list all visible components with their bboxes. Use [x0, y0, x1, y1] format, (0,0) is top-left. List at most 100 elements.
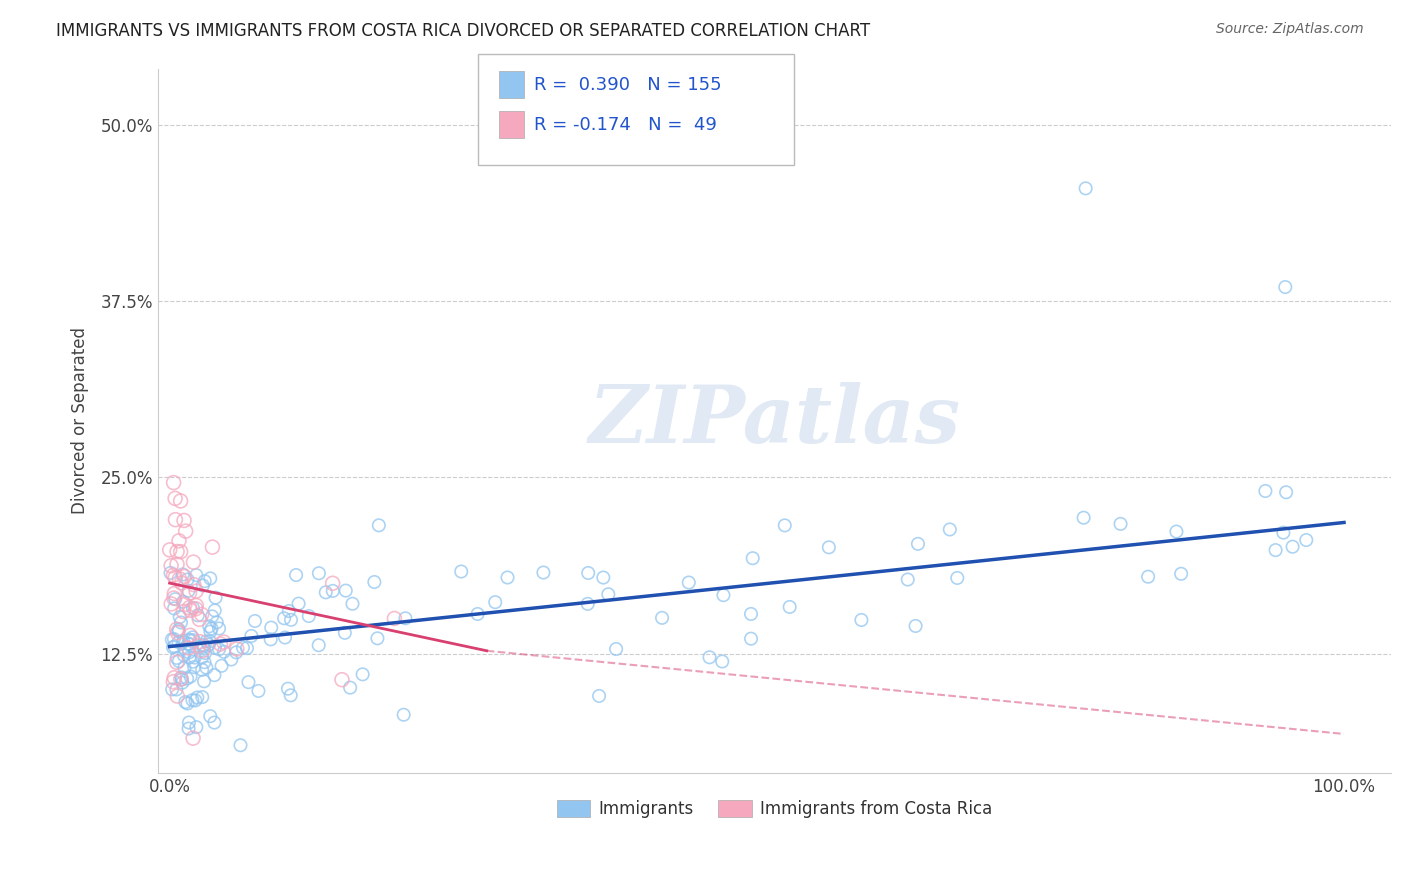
Point — [773, 518, 796, 533]
Point — [179, 633, 201, 648]
Point — [232, 640, 254, 655]
Point — [163, 586, 186, 600]
Point — [219, 652, 242, 666]
Point — [1274, 280, 1296, 294]
Point — [180, 669, 202, 683]
Point — [1074, 181, 1097, 195]
Point — [939, 523, 962, 537]
Point — [162, 674, 184, 689]
Point — [1166, 524, 1188, 539]
Point — [200, 622, 222, 636]
Text: R = -0.174   N =  49: R = -0.174 N = 49 — [534, 116, 717, 134]
Point — [176, 573, 198, 587]
Point — [160, 597, 183, 611]
Point — [170, 576, 193, 591]
Point — [1137, 570, 1160, 584]
Point — [179, 637, 201, 651]
Point — [1295, 533, 1317, 547]
Point — [181, 631, 204, 645]
Point — [177, 640, 200, 655]
Point — [163, 601, 186, 615]
Point — [184, 693, 207, 707]
Point — [173, 641, 195, 656]
Point — [173, 569, 195, 583]
Point — [186, 690, 208, 705]
Text: Source: ZipAtlas.com: Source: ZipAtlas.com — [1216, 22, 1364, 37]
Point — [162, 640, 184, 655]
Point — [165, 592, 187, 607]
Point — [172, 567, 194, 582]
Point — [209, 637, 232, 651]
Point — [191, 663, 214, 677]
Point — [238, 675, 260, 690]
Point — [352, 667, 374, 681]
Point — [204, 591, 226, 605]
Point — [179, 632, 201, 647]
Point — [363, 574, 385, 589]
Point — [193, 655, 215, 669]
Point — [179, 645, 201, 659]
Point — [273, 611, 295, 625]
Point — [260, 621, 283, 635]
Point — [174, 524, 197, 538]
Point — [170, 673, 193, 687]
Point — [198, 619, 221, 633]
Point — [366, 632, 388, 646]
Point — [166, 689, 188, 703]
Y-axis label: Divorced or Separated: Divorced or Separated — [72, 327, 89, 515]
Point — [198, 634, 221, 648]
Point — [576, 566, 599, 580]
Point — [195, 661, 218, 675]
Point — [177, 715, 200, 730]
Point — [202, 715, 225, 730]
Point — [904, 619, 927, 633]
Point — [179, 600, 201, 615]
Point — [165, 570, 187, 584]
Point — [277, 681, 299, 696]
Point — [243, 614, 266, 628]
Point — [285, 568, 308, 582]
Point — [167, 533, 190, 548]
Point — [187, 639, 209, 653]
Point — [779, 599, 801, 614]
Point — [308, 638, 330, 652]
Point — [946, 571, 969, 585]
Point — [186, 599, 208, 613]
Point — [169, 544, 191, 558]
Point — [173, 661, 195, 675]
Point — [287, 597, 309, 611]
Point — [1073, 510, 1095, 524]
Point — [1264, 543, 1286, 558]
Point — [384, 611, 406, 625]
Point — [170, 672, 193, 686]
Point — [163, 671, 186, 685]
Point — [166, 544, 188, 558]
Point — [484, 595, 506, 609]
Point — [183, 660, 205, 674]
Point — [339, 681, 361, 695]
Point — [173, 513, 195, 527]
Point — [907, 537, 929, 551]
Point — [163, 632, 186, 646]
Point — [322, 583, 344, 598]
Point — [198, 638, 221, 652]
Legend: Immigrants, Immigrants from Costa Rica: Immigrants, Immigrants from Costa Rica — [550, 794, 1000, 825]
Point — [330, 673, 353, 687]
Point — [204, 668, 226, 682]
Point — [236, 641, 259, 656]
Point — [598, 587, 620, 601]
Point — [174, 598, 197, 612]
Point — [229, 738, 252, 752]
Point — [162, 475, 184, 490]
Point — [260, 632, 283, 647]
Point — [277, 604, 299, 618]
Point — [183, 555, 205, 569]
Point — [205, 615, 228, 630]
Point — [179, 650, 201, 665]
Point — [163, 591, 186, 605]
Point — [200, 624, 222, 639]
Point — [191, 578, 214, 592]
Point — [392, 707, 415, 722]
Point — [212, 635, 235, 649]
Point — [208, 642, 231, 657]
